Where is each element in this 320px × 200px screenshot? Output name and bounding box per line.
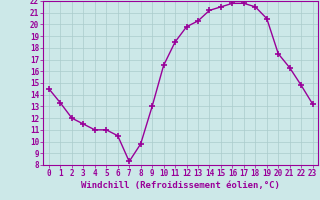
X-axis label: Windchill (Refroidissement éolien,°C): Windchill (Refroidissement éolien,°C) [81,181,280,190]
